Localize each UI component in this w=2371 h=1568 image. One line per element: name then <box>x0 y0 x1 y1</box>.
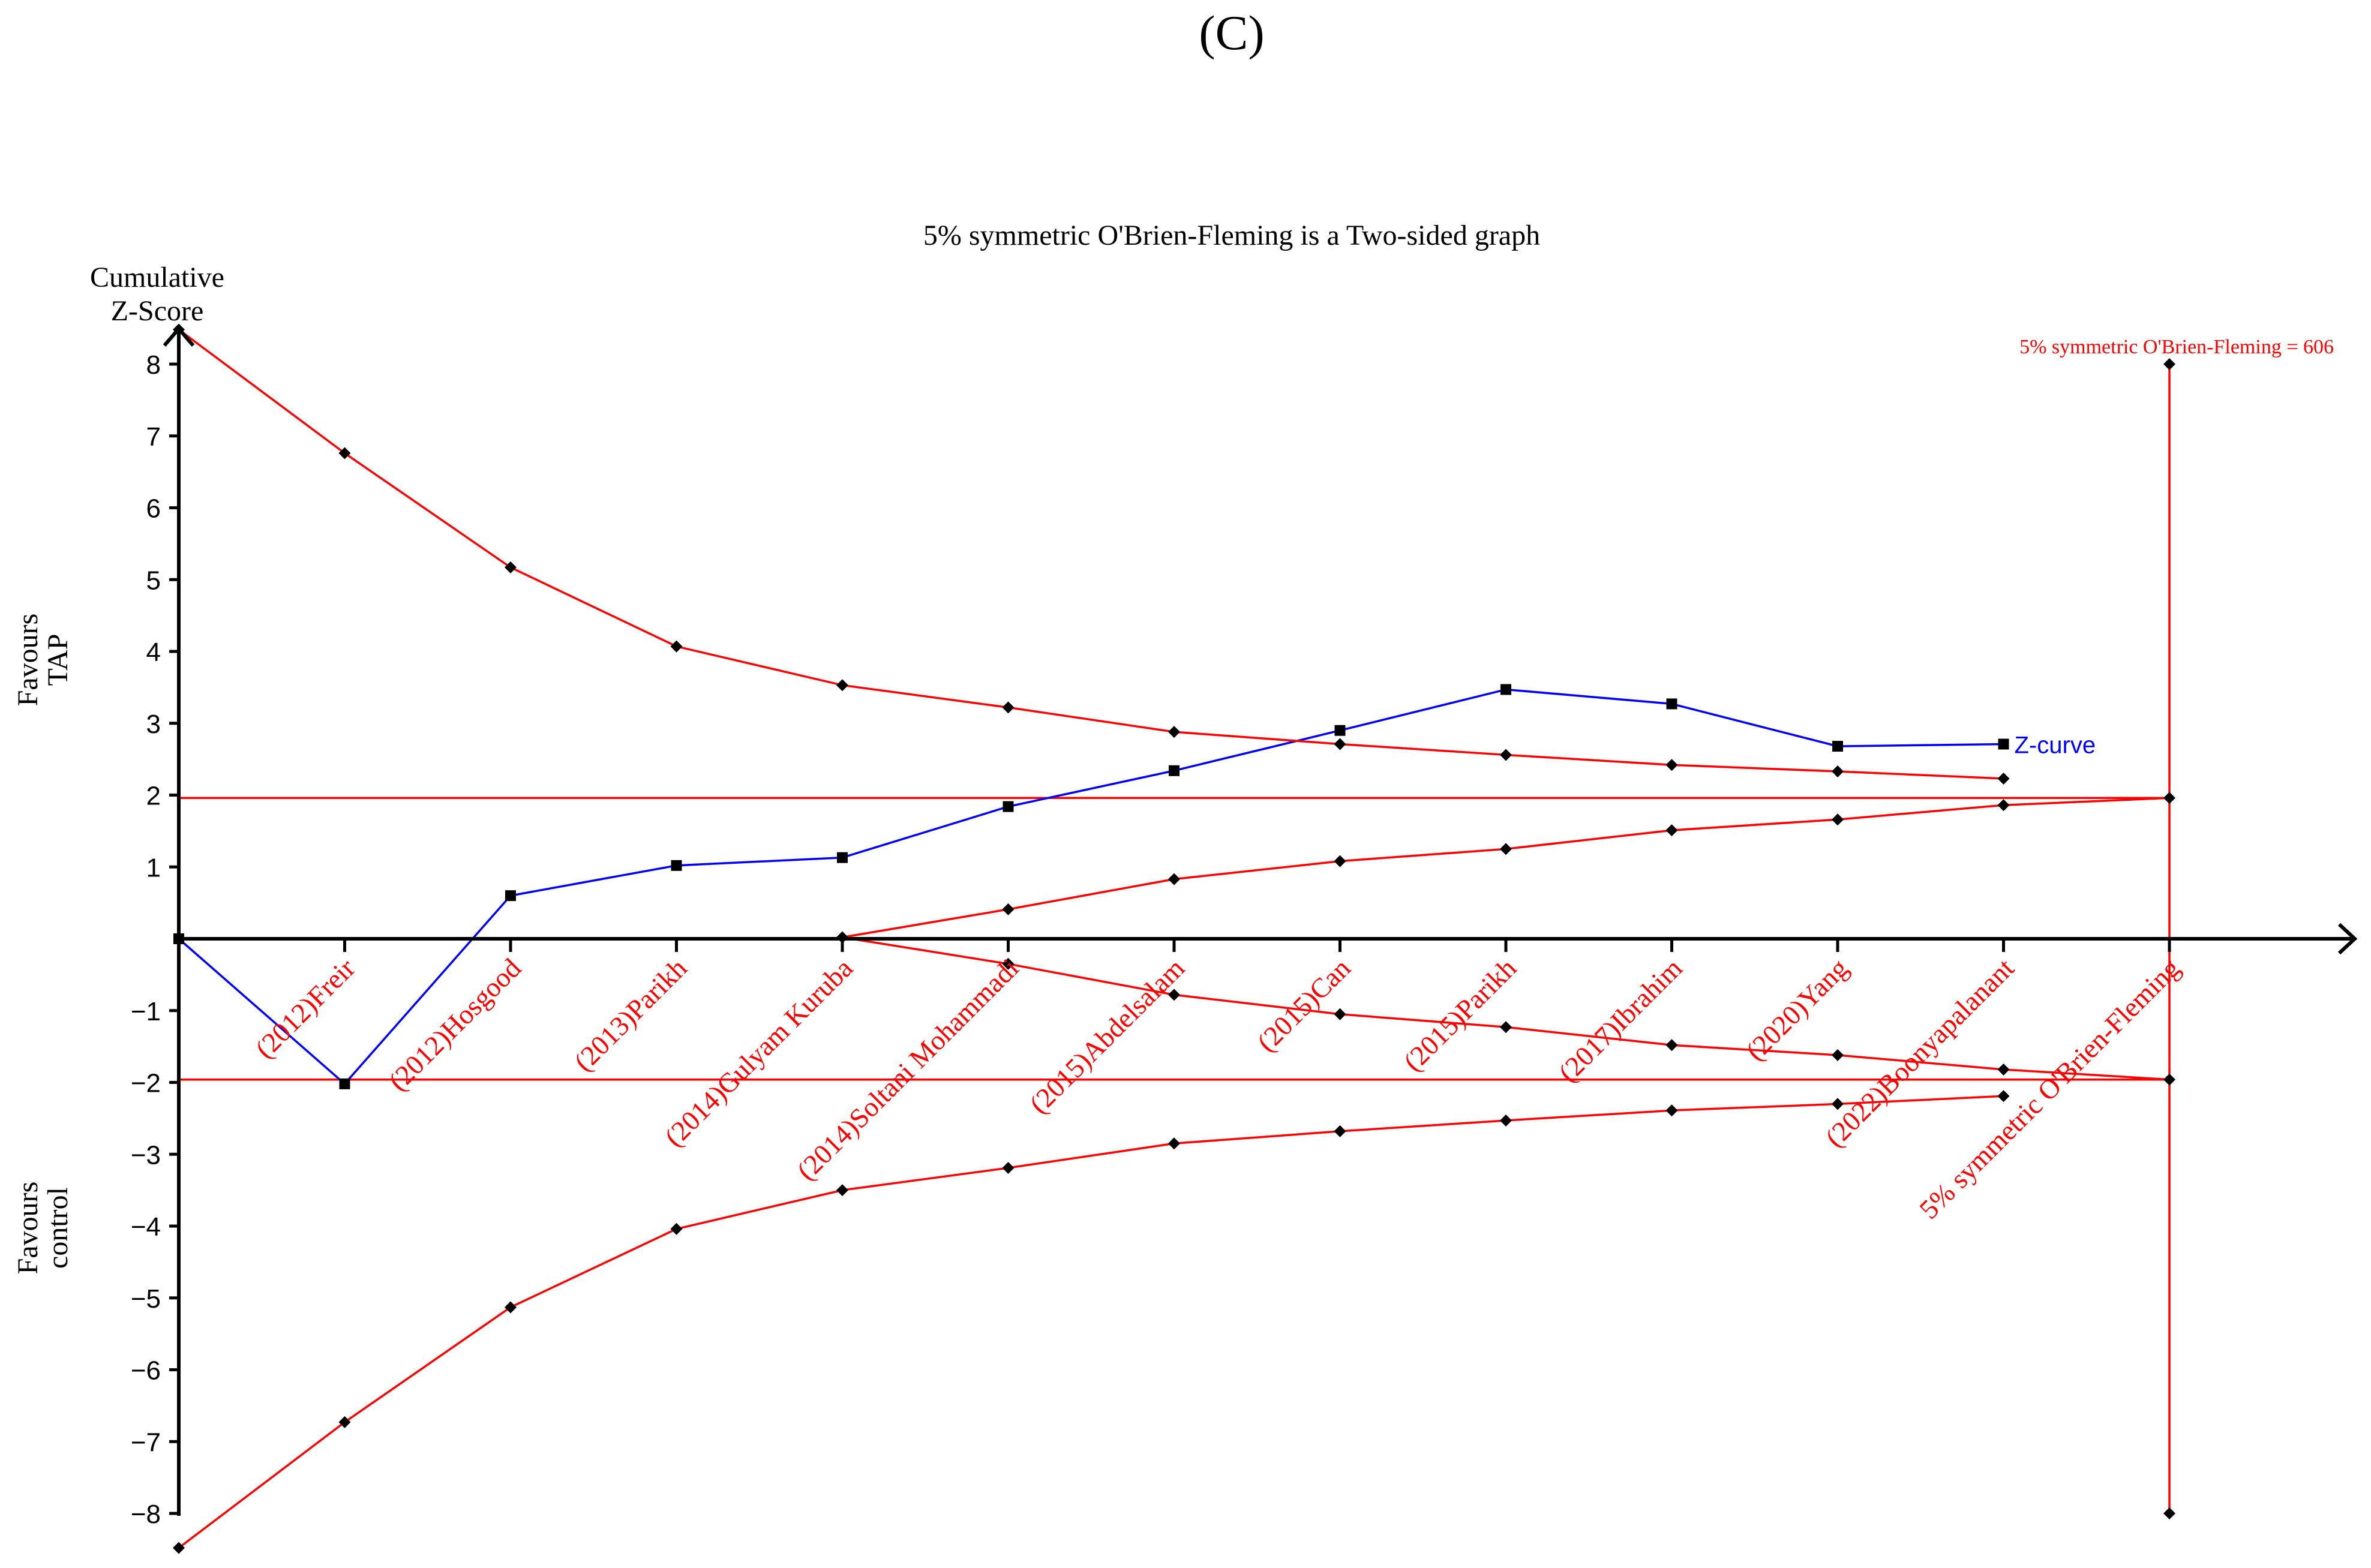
series-3-point-7 <box>1997 799 2010 812</box>
favours-control-line-1: Favours <box>12 1182 44 1275</box>
ris-marker-1 <box>2163 1507 2175 1519</box>
y-tick-label-1: 7 <box>146 422 161 452</box>
y-tick-label-7: 1 <box>146 853 161 882</box>
required-information-size-label: 5% symmetric O'Brien-Fleming = 606 <box>2019 336 2334 358</box>
series-0-point-11 <box>1998 738 2009 750</box>
y-tick-label-6: 2 <box>146 782 161 811</box>
series-1-point-2 <box>505 561 517 573</box>
series-1-point-3 <box>670 640 683 653</box>
series-3-point-1 <box>1002 903 1015 915</box>
series-0-point-7 <box>1334 725 1346 736</box>
series-0-point-8 <box>1500 684 1511 695</box>
plot-area: 5% symmetric O'Brien-Fleming = 606 Z-curv… <box>131 323 2358 1554</box>
y-tick-label-12: −5 <box>131 1284 161 1314</box>
x-category-label-12: 5% symmetric O'Brien-Fleming <box>1913 953 2186 1225</box>
series-1-point-5 <box>1002 701 1015 714</box>
series-3-point-8 <box>2163 792 2175 804</box>
series-1-line <box>178 329 2004 780</box>
y-tick-label-13: −6 <box>131 1356 161 1386</box>
series-3-line <box>842 797 2170 939</box>
series-2-point-6 <box>1168 1137 1180 1150</box>
x-category-label-9: (2017)Ibrahim <box>1553 953 1688 1088</box>
series-2-point-7 <box>1334 1125 1346 1137</box>
y-tick-label-8: −1 <box>131 997 161 1026</box>
series-2-point-11 <box>1997 1090 2010 1103</box>
favours-control-label: Favours control <box>12 1182 74 1275</box>
favours-tap-label: Favours TAP <box>12 614 74 707</box>
series-2-point-9 <box>1665 1104 1678 1117</box>
series-0-point-5 <box>1003 801 1014 812</box>
x-category-label-3: (2013)Parikh <box>568 953 693 1077</box>
y-tick-label-2: 6 <box>146 494 161 524</box>
favours-control-line-2: control <box>42 1187 74 1269</box>
y-tick-label-0: 8 <box>146 350 161 380</box>
y-tick-label-11: −4 <box>131 1212 161 1242</box>
favours-tap-line-2: TAP <box>42 634 74 686</box>
series-1-point-11 <box>1997 772 2010 785</box>
series-3-point-5 <box>1665 824 1678 837</box>
series-2-line <box>178 1095 2004 1549</box>
series-1-point-4 <box>836 679 848 692</box>
series-3-point-6 <box>1832 813 1844 826</box>
favours-tap-line-1: Favours <box>12 614 44 707</box>
series-2-point-10 <box>1832 1098 1844 1110</box>
y-axis-title-line-2: Z-Score <box>111 295 204 327</box>
y-tick-label-10: −3 <box>131 1140 161 1170</box>
y-tick-label-14: −7 <box>131 1428 161 1457</box>
y-tick-label-15: −8 <box>131 1500 161 1529</box>
x-category-label-4: (2014)Gulyam Kuruba <box>659 953 859 1152</box>
series-3-point-3 <box>1334 855 1346 867</box>
ris-marker-0 <box>2163 358 2175 370</box>
y-tick-label-3: 5 <box>146 566 161 595</box>
y-tick-label-9: −2 <box>131 1069 161 1098</box>
series-3-point-2 <box>1168 873 1180 885</box>
series-4-point-6 <box>1832 1049 1844 1061</box>
series-1-point-7 <box>1334 738 1346 750</box>
series-4-point-1 <box>1002 957 1015 970</box>
series-4-point-8 <box>2163 1073 2175 1086</box>
series-0-point-6 <box>1169 765 1180 776</box>
panel-label: (C) <box>1199 5 1264 60</box>
series-3-point-4 <box>1500 843 1512 855</box>
series-0-point-3 <box>671 860 682 871</box>
x-category-label-1: (2012)Freir <box>250 953 361 1064</box>
series-4-point-4 <box>1500 1021 1512 1034</box>
series-4-point-5 <box>1665 1039 1678 1052</box>
x-category-label-2: (2012)Hosgood <box>383 953 527 1097</box>
chart-title: 5% symmetric O'Brien-Fleming is a Two-si… <box>923 220 1540 251</box>
series-0-point-4 <box>837 852 848 863</box>
x-category-label-8: (2015)Parikh <box>1397 953 1522 1077</box>
y-tick-label-4: 4 <box>146 638 161 667</box>
x-category-label-6: (2015)Abdelsalam <box>1024 953 1190 1119</box>
series-1-point-10 <box>1832 765 1844 777</box>
series-4-point-3 <box>1334 1008 1346 1020</box>
x-axis-arrow <box>2337 923 2358 955</box>
series-4-point-2 <box>1168 989 1180 1001</box>
x-category-label-10: (2020)Yang <box>1740 953 1854 1067</box>
series-2-point-0 <box>173 1542 185 1554</box>
series-1-point-9 <box>1665 759 1678 771</box>
series-2-point-3 <box>670 1222 683 1235</box>
series-2-point-5 <box>1002 1162 1015 1175</box>
series-2-point-4 <box>836 1184 848 1197</box>
series-0-point-2 <box>505 890 516 902</box>
series-1-point-1 <box>338 447 351 459</box>
y-axis-title-line-1: Cumulative <box>90 262 224 293</box>
series-0-point-1 <box>339 1078 350 1089</box>
series-1-point-6 <box>1168 726 1180 738</box>
series-2-point-1 <box>338 1416 351 1428</box>
series-0-label: Z-curve <box>2015 732 2096 758</box>
x-category-label-11: (2022)Boonyapalanant <box>1819 953 2019 1153</box>
series-4-point-7 <box>1997 1063 2010 1076</box>
series-1-point-8 <box>1500 749 1512 761</box>
series-0-point-10 <box>1832 741 1843 752</box>
y-axis-title: Cumulative Z-Score <box>90 262 224 327</box>
series-0-line <box>178 688 2004 1086</box>
series-2-point-2 <box>505 1301 517 1314</box>
series-2-point-8 <box>1500 1114 1512 1127</box>
series-0-point-9 <box>1666 698 1677 710</box>
y-axis-arrow <box>163 326 195 347</box>
y-tick-label-5: 3 <box>146 710 161 739</box>
